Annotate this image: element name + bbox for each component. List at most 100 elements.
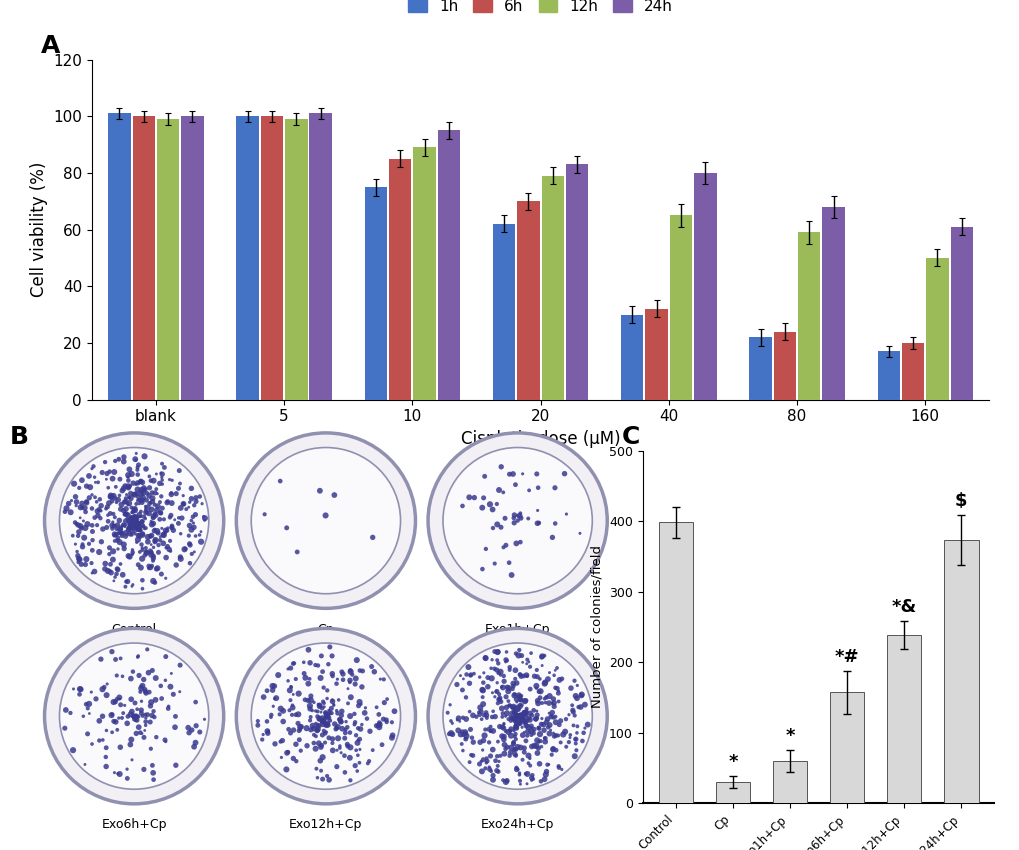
Point xyxy=(495,730,512,744)
Point xyxy=(147,693,163,706)
Point xyxy=(159,495,175,508)
Point xyxy=(135,486,151,500)
Circle shape xyxy=(251,447,400,594)
Point xyxy=(506,711,523,725)
Bar xyxy=(694,173,716,400)
Point xyxy=(284,657,301,671)
Point xyxy=(529,708,545,722)
Point xyxy=(516,726,532,740)
Point xyxy=(519,653,535,666)
Point xyxy=(332,713,348,727)
Point xyxy=(126,504,143,518)
Point xyxy=(142,481,158,495)
Y-axis label: Cell viability (%): Cell viability (%) xyxy=(30,162,48,298)
Point xyxy=(339,696,356,710)
Point xyxy=(565,718,581,732)
Point xyxy=(93,504,109,518)
Point xyxy=(534,659,550,672)
Point xyxy=(486,662,502,676)
Point xyxy=(264,679,280,693)
Point xyxy=(458,712,474,726)
Point xyxy=(132,487,149,501)
Point xyxy=(285,723,302,737)
Point xyxy=(533,740,549,753)
Point xyxy=(65,683,82,696)
Point xyxy=(154,471,170,484)
Point xyxy=(132,516,149,530)
Point xyxy=(98,723,114,737)
Point xyxy=(529,734,545,747)
Point xyxy=(490,693,506,706)
Point xyxy=(70,525,87,539)
Point xyxy=(250,714,266,728)
Point xyxy=(300,677,316,690)
Point xyxy=(162,680,178,694)
Point xyxy=(524,768,540,782)
Point xyxy=(516,715,532,728)
Point xyxy=(337,726,354,740)
Point xyxy=(109,693,125,706)
Point xyxy=(175,497,192,511)
Point xyxy=(492,460,508,473)
Point xyxy=(132,474,149,488)
Point xyxy=(517,708,533,722)
Point xyxy=(324,744,340,757)
Point xyxy=(74,501,91,514)
Point xyxy=(130,493,147,507)
Point xyxy=(341,709,358,722)
Point xyxy=(136,731,152,745)
Point xyxy=(348,654,365,667)
Point xyxy=(545,729,561,743)
Point xyxy=(128,524,145,537)
Point xyxy=(306,728,322,741)
Point xyxy=(197,512,213,525)
Point xyxy=(100,481,116,495)
Point xyxy=(73,521,90,535)
Point xyxy=(573,688,589,701)
Point xyxy=(97,456,113,469)
Point xyxy=(478,708,494,722)
Point xyxy=(124,518,141,531)
Point xyxy=(549,728,566,742)
Point xyxy=(101,465,117,479)
Point xyxy=(155,536,171,550)
Point xyxy=(518,704,534,717)
Point xyxy=(518,706,534,719)
Point xyxy=(505,700,522,714)
Point xyxy=(150,538,166,552)
Point xyxy=(123,580,140,593)
Point xyxy=(507,647,524,660)
Point xyxy=(110,711,126,725)
Point xyxy=(129,650,146,664)
Point xyxy=(370,708,386,722)
Point xyxy=(72,683,89,696)
Point xyxy=(486,690,502,704)
Point xyxy=(148,562,164,575)
Point xyxy=(518,715,534,728)
Point xyxy=(292,744,309,757)
Point xyxy=(128,511,145,524)
Point xyxy=(524,708,540,722)
Point xyxy=(333,715,350,728)
Point xyxy=(128,727,145,740)
Point xyxy=(484,502,500,516)
Point xyxy=(147,523,163,536)
Point xyxy=(465,735,481,749)
Point xyxy=(562,682,579,695)
Point xyxy=(156,461,172,474)
Point xyxy=(124,512,141,525)
Point xyxy=(84,737,100,751)
Point xyxy=(319,683,335,697)
Point xyxy=(314,711,330,724)
Point xyxy=(65,744,82,757)
Point xyxy=(475,734,491,747)
Point xyxy=(440,728,457,741)
Point xyxy=(327,722,343,736)
Point xyxy=(132,530,149,544)
Point xyxy=(487,685,503,699)
Point xyxy=(93,499,109,513)
Point xyxy=(331,740,347,753)
Bar xyxy=(821,207,844,400)
Point xyxy=(118,507,135,521)
Point xyxy=(132,474,149,488)
